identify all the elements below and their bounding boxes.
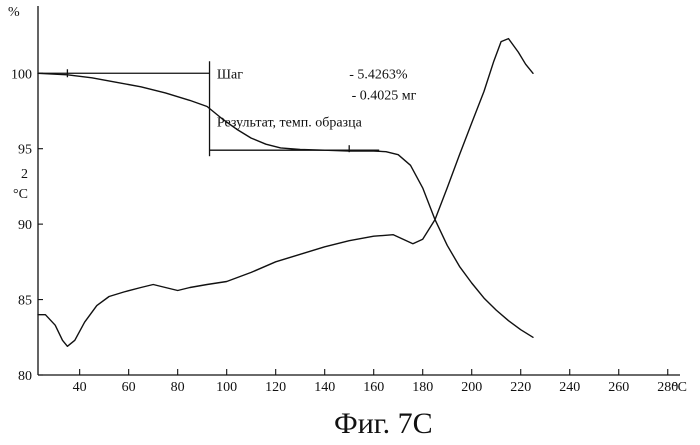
figure-caption: Фиг. 7C [334,407,433,440]
x-tick-label: 100 [216,380,237,395]
x-tick-label: 260 [608,380,629,395]
step-annotation: - 5.4263% [349,67,408,82]
axes-layer [38,6,680,375]
x-tick-label: 200 [461,380,482,395]
step-annotation: - 0.4025 мг [352,88,417,103]
temperature-curve [38,39,533,347]
step-annotation: Шаг [217,67,243,82]
x-tick-label: 40 [73,380,87,395]
y-tick-label: 80 [18,369,32,384]
y-unit-temp-prefix: 2 [21,167,28,182]
x-tick-label: 180 [412,380,433,395]
step-layer [38,61,379,156]
y-unit-temp: °C [13,187,28,202]
x-unit-label: °C [672,380,687,395]
x-tick-label: 240 [559,380,580,395]
y-tick-label: 85 [18,294,32,309]
series-layer [38,39,533,347]
y-tick-label: 100 [11,67,32,82]
annotation-layer: Шаг - 5.4263% - 0.4025 мг Результат, темп. … [217,67,417,130]
y-tick-label: 90 [18,218,32,233]
step-annotation: Результат, темп. образца [217,116,363,131]
x-tick-label: 160 [363,380,384,395]
x-tick-label: 60 [122,380,136,395]
y-tick-label: 95 [18,143,32,158]
y-unit-percent: % [8,5,20,20]
x-tick-label: 120 [265,380,286,395]
x-tick-label: 220 [510,380,531,395]
weight-curve [38,73,533,337]
x-tick-label: 140 [314,380,335,395]
x-tick-label: 80 [171,380,185,395]
